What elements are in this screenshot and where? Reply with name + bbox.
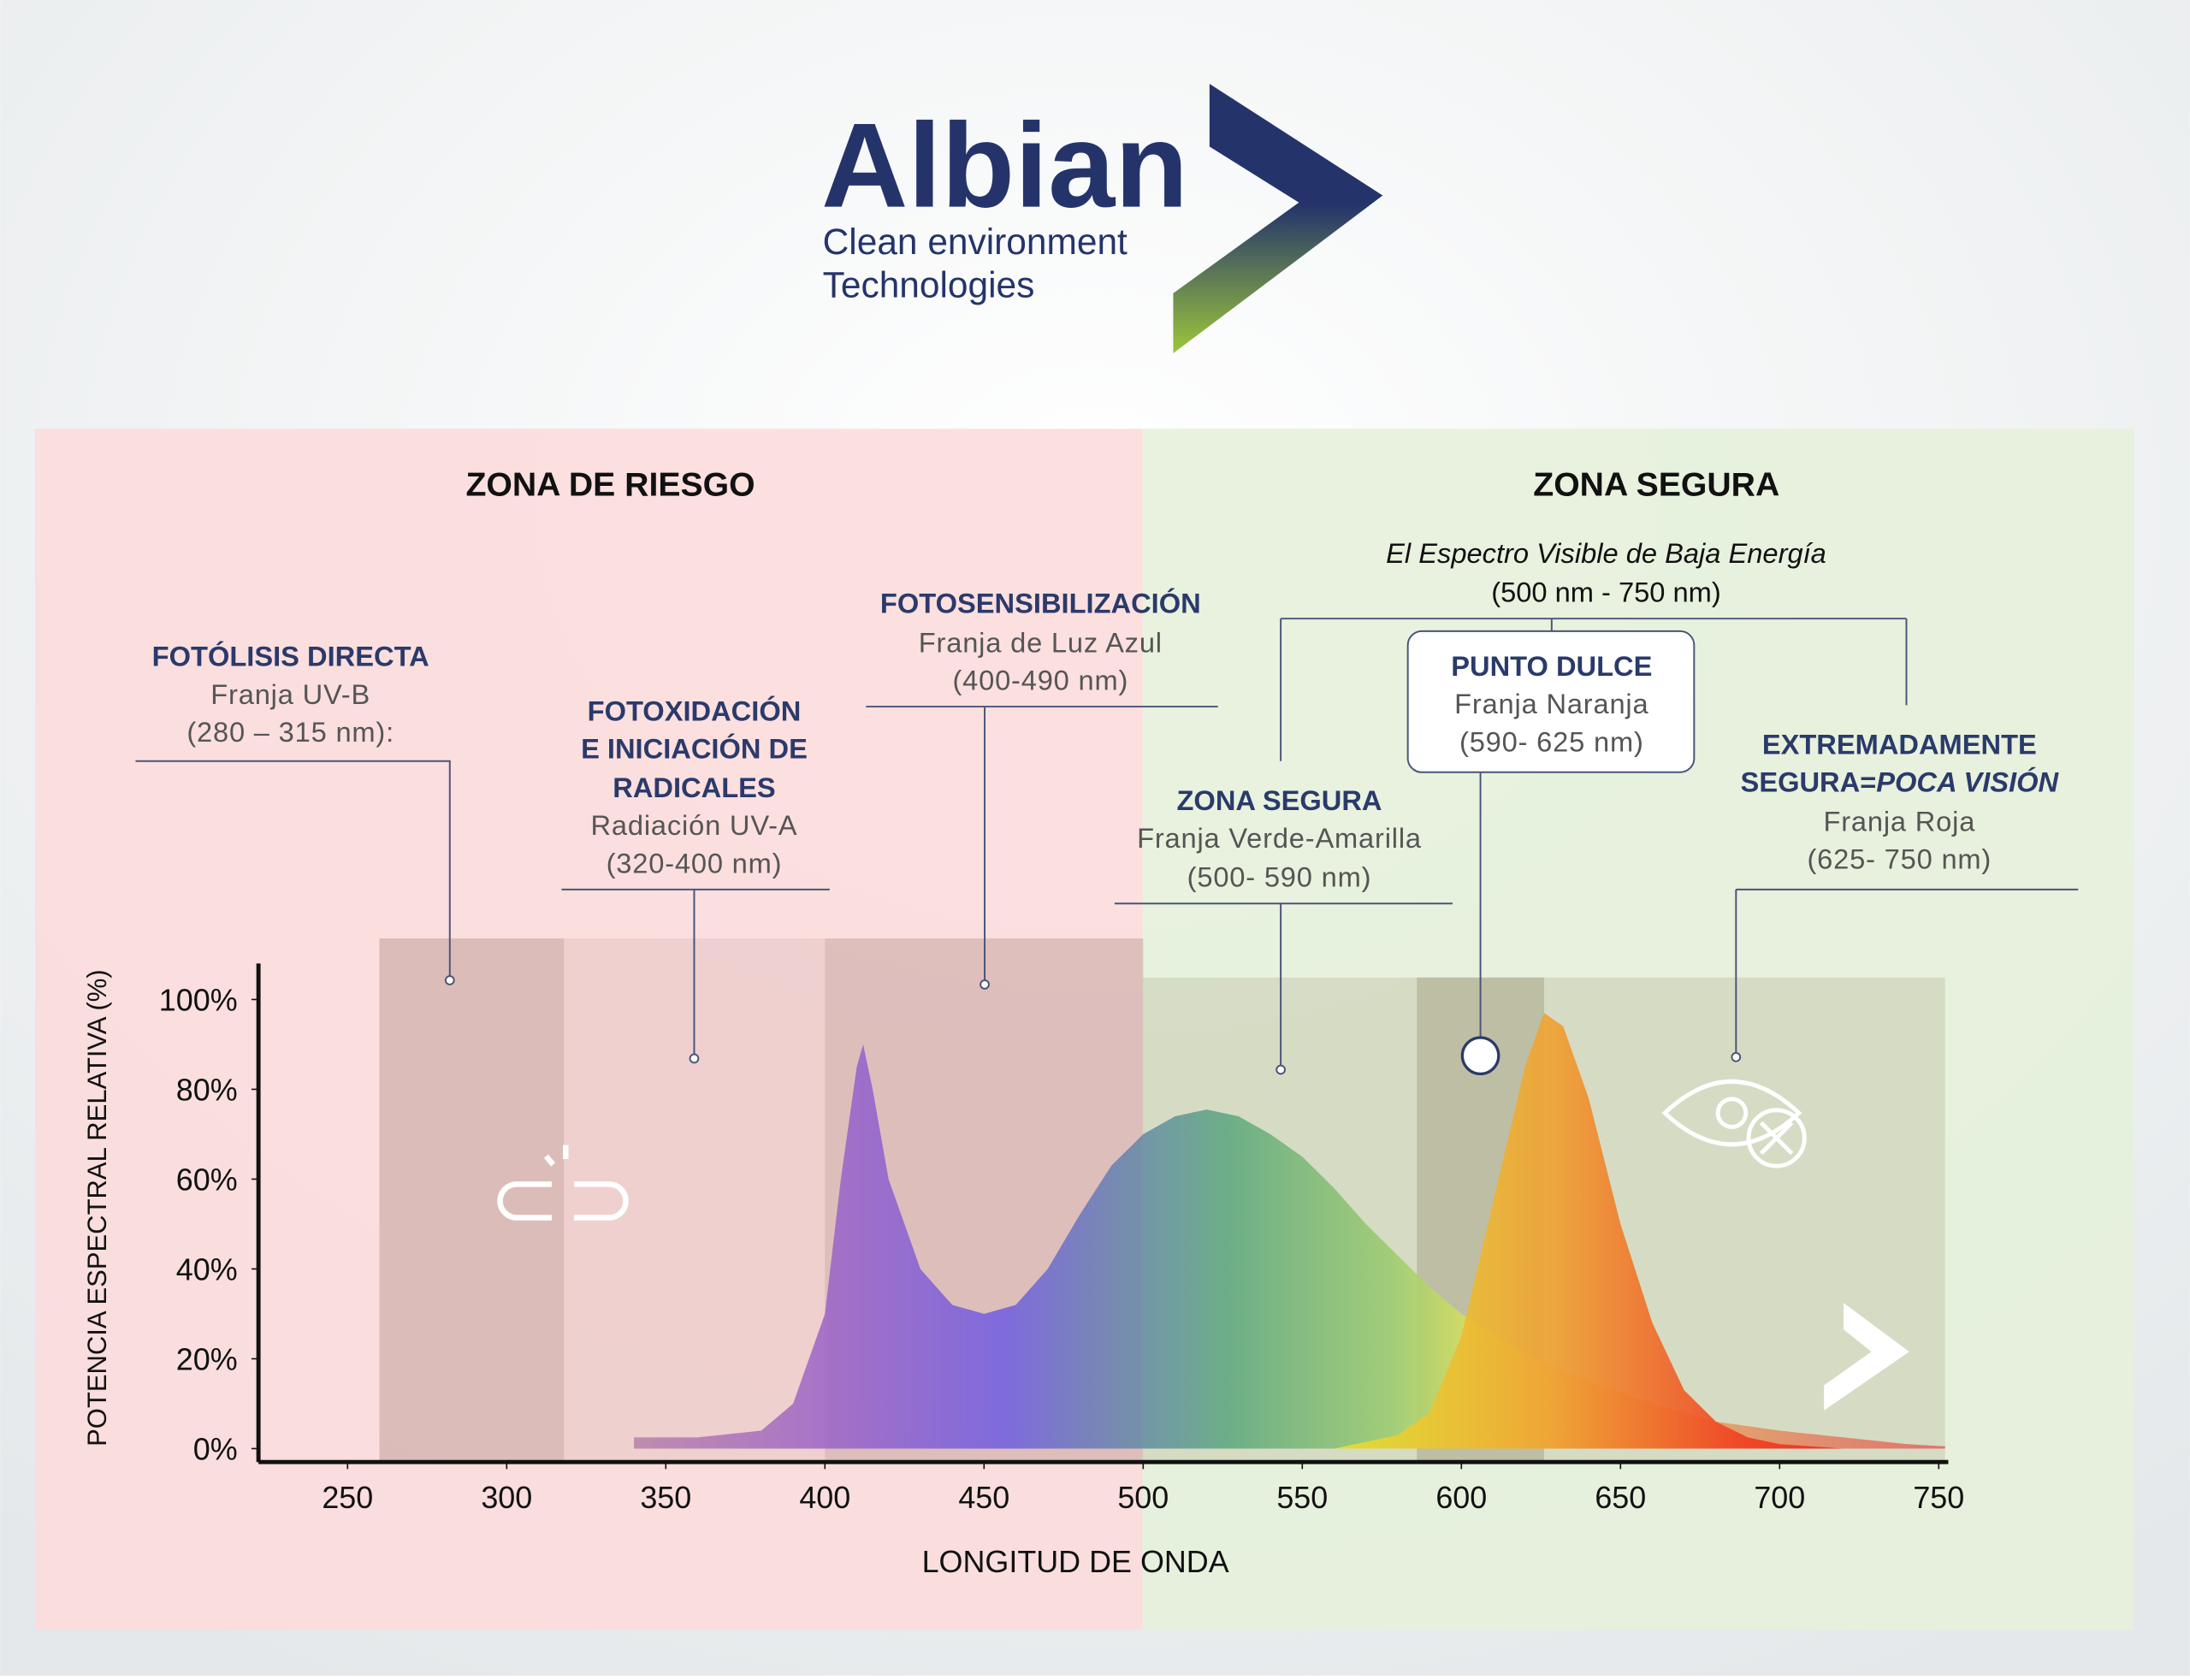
icons [497, 1079, 1909, 1411]
annotation-title: ZONA SEGURA [1176, 784, 1382, 816]
x-tick-label: 550 [1276, 1480, 1328, 1515]
leader-dot [444, 975, 455, 985]
annotation-text: Franja Verde-Amarilla [1137, 822, 1422, 854]
annotation-title: FOTOSENSIBILIZACIÓN [880, 588, 1201, 619]
annotation-text: (320-400 nm) [607, 847, 783, 878]
annotation-title: SEGURA=POCA VISIÓN [1741, 766, 2060, 798]
y-tick-label: 100% [159, 982, 238, 1017]
broken-chain-icon [497, 1145, 629, 1221]
spectrum-area [1334, 1013, 1844, 1449]
annotation-title: RADICALES [613, 772, 775, 803]
leader-dot [689, 1053, 700, 1064]
y-tick-label: 40% [176, 1252, 238, 1287]
annotation-text: (280 – 315 nm): [186, 716, 394, 748]
leader-dot [980, 979, 990, 990]
x-tick-label: 750 [1913, 1480, 1964, 1515]
eye-icon [1661, 1079, 1802, 1147]
tagline: Technologies [823, 265, 1035, 305]
annotation-title: El Espectro Visible de Baja Energía [1386, 537, 1826, 569]
sweet-spot-marker [1460, 1036, 1500, 1076]
leader-dot [1276, 1064, 1286, 1075]
x-tick-label: 250 [322, 1480, 373, 1515]
annotation-text: (500- 590 nm) [1187, 861, 1372, 893]
annotation-title: PUNTO DULCE [1451, 650, 1652, 682]
x-tick-label: 500 [1117, 1480, 1169, 1515]
x-tick-label: 700 [1754, 1480, 1805, 1515]
y-axis-label: POTENCIA ESPECTRAL RELATIVA (%) [82, 969, 112, 1446]
tagline: Clean environment [823, 222, 1128, 262]
eye-icon [1715, 1097, 1749, 1129]
annotations: FOTÓLISIS DIRECTA Franja UV-B (280 – 315… [152, 537, 2060, 893]
x-tick-label: 600 [1435, 1480, 1487, 1515]
annotation-title: SEGURA= [1741, 766, 1877, 798]
annotation-title: E INICIACIÓN DE [581, 732, 808, 764]
eye-icon [1746, 1108, 1807, 1168]
band [379, 938, 565, 1463]
annotation-text: Radiación UV-A [591, 809, 798, 841]
y-tick-label: 60% [176, 1162, 238, 1198]
spectrum-area [634, 1044, 1945, 1449]
y-tick-label: 0% [193, 1432, 238, 1467]
eye-icon [1759, 1121, 1794, 1156]
brand: Albian [821, 98, 1188, 233]
sweet-box [1406, 630, 1696, 773]
chart: 0% 20% 40% 60% 80% 100% 250 300 350 400 450 500 550 6… [82, 938, 1964, 1579]
annotation-text: Franja Naranja [1454, 688, 1648, 719]
logo-mark [1173, 83, 1383, 354]
zone-title: ZONA SEGURA [1533, 467, 1779, 504]
x-axis-label: LONGITUD DE ONDA [922, 1544, 1229, 1579]
zone-title: ZONA DE RIESGO [465, 467, 755, 504]
annotation-text: (625- 750 nm) [1808, 843, 1992, 874]
x-tick-label: 300 [481, 1480, 532, 1515]
logo: Albian Clean environment Technologies [821, 83, 1383, 354]
x-tick-label: 450 [958, 1480, 1009, 1515]
annotation-text: (500 nm - 750 nm) [1491, 577, 1721, 608]
annotation-title: FOTOXIDACIÓN [588, 695, 802, 726]
annotation-text: Franja Roja [1823, 805, 1975, 837]
leader-dot [1731, 1051, 1742, 1062]
leaders [135, 618, 2079, 1076]
y-tick-label: 20% [176, 1342, 238, 1377]
annotation-text: (590- 625 nm) [1459, 725, 1644, 757]
annotation-title: POCA VISIÓN [1876, 766, 2059, 798]
y-tick-label: 80% [176, 1072, 238, 1107]
x-tick-label: 350 [640, 1480, 691, 1515]
annotation-title: EXTREMADAMENTE [1762, 729, 2037, 760]
annotation-text: (400-490 nm) [952, 664, 1128, 695]
x-tick-label: 400 [799, 1480, 850, 1515]
leader-line [135, 618, 2079, 1068]
annotation-text: Franja de Luz Azul [919, 626, 1163, 658]
annotation-title: FOTÓLISIS DIRECTA [152, 641, 429, 672]
x-tick-label: 650 [1595, 1480, 1646, 1515]
annotation-text: Franja UV-B [210, 678, 370, 710]
logo-watermark [1824, 1303, 1909, 1411]
